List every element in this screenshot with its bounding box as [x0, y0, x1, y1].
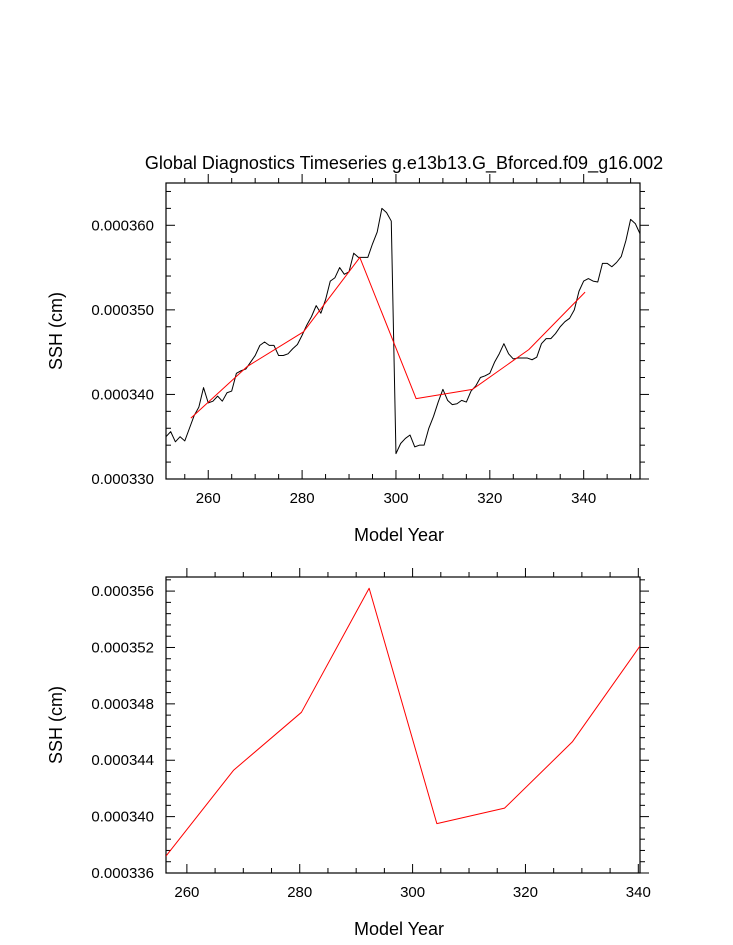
y-tick-label: 0.000336 — [91, 865, 154, 882]
chart-panel-top: 260 280 300 320 340 0.000330 0.000340 0.000350 0… — [46, 153, 663, 545]
y-tick-label: 0.000360 — [91, 217, 154, 234]
x-tick-label: 260 — [196, 490, 221, 507]
x-tick-label: 300 — [400, 884, 425, 901]
x-tick-label: 320 — [477, 490, 502, 507]
chart-panel-bottom: 260 280 300 320 340 0.000336 0.000340 0.000344 0… — [46, 568, 651, 939]
y-tick-label: 0.000340 — [91, 809, 154, 826]
x-axis-title: Model Year — [354, 919, 444, 939]
x-tick-label: 260 — [174, 884, 199, 901]
x-tick-label: 340 — [626, 884, 651, 901]
x-tick-label: 280 — [287, 884, 312, 901]
y-tick-label: 0.000340 — [91, 386, 154, 403]
y-tick-label: 0.000330 — [91, 471, 154, 488]
y-axis-title: SSH (cm) — [46, 292, 66, 370]
y-tick-label: 0.000352 — [91, 639, 154, 656]
x-tick-label: 300 — [383, 490, 408, 507]
series-line-red — [166, 587, 640, 857]
plot-frame — [165, 576, 641, 874]
plot-frame — [165, 182, 641, 480]
x-tick-label: 320 — [513, 884, 538, 901]
chart-title: Global Diagnostics Timeseries g.e13b13.G… — [145, 153, 663, 174]
x-tick-label: 340 — [571, 490, 596, 507]
y-tick-label: 0.000348 — [91, 696, 154, 713]
y-tick-label: 0.000344 — [91, 752, 154, 769]
series-line-red — [190, 256, 586, 419]
x-axis-title: Model Year — [354, 525, 444, 545]
x-tick-label: 280 — [290, 490, 315, 507]
y-axis-title: SSH (cm) — [46, 686, 66, 764]
series-line-black — [166, 207, 640, 455]
y-tick-label: 0.000350 — [91, 302, 154, 319]
y-tick-label: 0.000356 — [91, 583, 154, 600]
